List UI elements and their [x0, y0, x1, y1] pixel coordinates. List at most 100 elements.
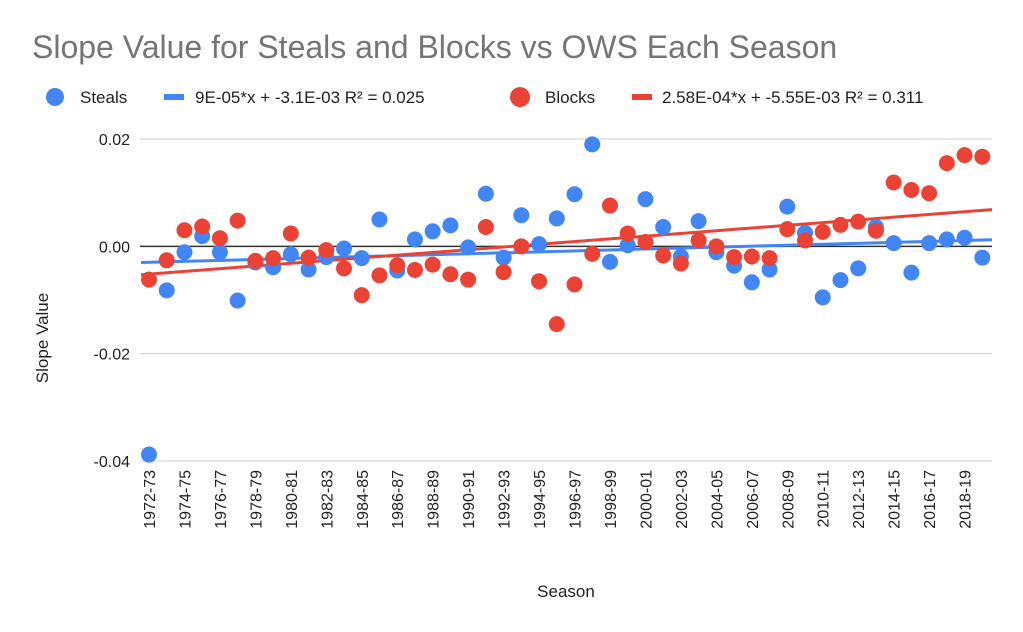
chart-title: Slope Value for Steals and Blocks vs OWS…	[32, 29, 837, 65]
point-blocks	[761, 250, 778, 267]
gridlines	[140, 138, 992, 462]
point-steals	[566, 186, 583, 203]
point-blocks	[619, 225, 636, 242]
point-steals	[637, 191, 654, 208]
point-blocks	[797, 232, 814, 249]
point-blocks	[903, 181, 920, 198]
point-blocks	[672, 255, 689, 272]
point-blocks	[708, 238, 725, 255]
point-steals	[601, 253, 618, 270]
point-steals	[211, 244, 228, 261]
point-blocks	[300, 249, 317, 266]
point-blocks	[265, 250, 282, 267]
point-blocks	[353, 287, 370, 304]
point-steals	[938, 231, 955, 248]
point-steals	[956, 229, 973, 246]
point-steals	[229, 292, 246, 309]
x-tick-label: 2008-09	[780, 470, 797, 529]
point-steals	[885, 235, 902, 252]
legend: Steals 9E-05*x + -3.1E-03 R² = 0.025 Blo…	[46, 87, 923, 107]
point-steals	[743, 274, 760, 291]
point-steals	[513, 207, 530, 224]
x-tick-label: 1986-87	[390, 470, 407, 529]
point-steals	[903, 264, 920, 281]
legend-marker-blocks	[510, 87, 530, 107]
point-blocks	[779, 221, 796, 238]
point-blocks	[141, 271, 157, 288]
point-blocks	[389, 257, 406, 274]
point-steals	[158, 282, 175, 299]
x-tick-label: 2006-07	[745, 470, 762, 529]
point-steals	[353, 250, 370, 267]
point-blocks	[495, 264, 512, 281]
x-tick-label: 2002-03	[674, 470, 691, 529]
point-steals	[176, 244, 193, 261]
x-tick-label: 2004-05	[709, 470, 726, 529]
x-tick-label: 1976-77	[213, 470, 230, 529]
legend-label-steals-trend: 9E-05*x + -3.1E-03 R² = 0.025	[195, 88, 425, 107]
point-blocks	[318, 242, 335, 259]
trendline-steals	[140, 238, 993, 264]
point-blocks	[371, 267, 388, 284]
x-tick-label: 1992-93	[497, 470, 514, 529]
point-steals	[832, 272, 849, 289]
y-tick-label: -0.02	[94, 347, 131, 364]
x-axis-title: Season	[537, 582, 595, 601]
point-blocks	[743, 248, 760, 265]
point-steals	[460, 239, 477, 256]
point-blocks	[211, 230, 228, 247]
point-blocks	[832, 216, 849, 233]
x-tick-label: 1972-73	[142, 470, 159, 529]
point-steals	[761, 261, 778, 278]
point-steals	[619, 237, 636, 254]
point-blocks	[176, 222, 193, 239]
point-steals	[814, 289, 831, 306]
point-steals	[406, 231, 423, 248]
point-steals	[477, 185, 494, 202]
legend-label-steals: Steals	[80, 88, 127, 107]
x-axis-ticks: 1972-73 1974-75 1976-77 1978-79 1980-81 1982-…	[142, 470, 975, 529]
x-tick-label: 1980-81	[284, 470, 301, 529]
x-tick-label: 1998-99	[603, 470, 620, 529]
point-blocks	[424, 256, 441, 273]
x-tick-label: 2016-17	[922, 470, 939, 529]
point-steals	[300, 261, 317, 278]
point-steals	[779, 198, 796, 215]
point-blocks	[637, 234, 654, 251]
point-steals	[424, 223, 441, 240]
x-tick-label: 2010-11	[816, 470, 833, 528]
point-blocks	[477, 219, 494, 236]
point-steals	[495, 249, 512, 266]
y-tick-label: 0.00	[99, 239, 130, 256]
point-steals	[442, 217, 459, 234]
x-tick-label: 1996-97	[568, 470, 585, 529]
y-axis-title: Slope Value	[33, 293, 52, 383]
point-steals	[690, 213, 707, 230]
legend-line-blocks-trend	[632, 94, 652, 100]
point-blocks	[282, 225, 299, 242]
x-tick-label: 2014-15	[887, 470, 904, 529]
point-blocks	[921, 185, 938, 202]
point-steals	[371, 211, 388, 228]
x-tick-label: 1982-83	[319, 470, 336, 529]
x-tick-label: 1984-85	[355, 470, 372, 529]
y-tick-label: 0.02	[99, 132, 130, 149]
point-steals	[921, 235, 938, 252]
point-blocks	[867, 222, 884, 239]
point-blocks	[690, 232, 707, 249]
point-blocks	[158, 252, 175, 269]
point-steals	[531, 236, 548, 253]
point-blocks	[460, 271, 477, 288]
point-blocks	[885, 174, 902, 191]
x-tick-label: 2000-01	[638, 470, 655, 529]
point-blocks	[247, 252, 264, 269]
point-blocks	[513, 238, 530, 255]
legend-label-blocks-trend: 2.58E-04*x + -5.55E-03 R² = 0.311	[662, 88, 923, 107]
x-tick-label: 1990-91	[461, 470, 478, 529]
y-axis-ticks: 0.02 0.00 -0.02 -0.04	[94, 132, 131, 471]
point-blocks	[531, 273, 548, 290]
point-steals	[282, 246, 299, 263]
x-tick-label: 1978-79	[248, 470, 265, 529]
y-tick-label: -0.04	[94, 454, 131, 471]
